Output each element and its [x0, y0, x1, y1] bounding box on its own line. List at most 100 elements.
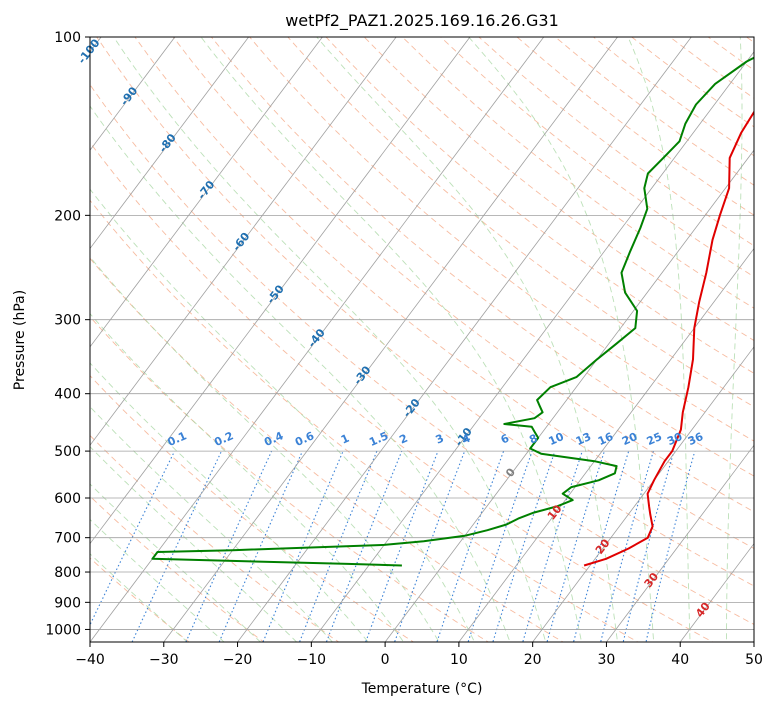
- moist-adiabat-line: [90, 553, 189, 642]
- mixing-ratio-line: [645, 450, 696, 642]
- moist-adiabat-line: [90, 313, 405, 642]
- moist-adiabat-line: [90, 483, 262, 642]
- mixing-ratio-line: [131, 450, 222, 642]
- y-tick-label: 1000: [45, 622, 81, 638]
- isotherm-line: [679, 542, 754, 642]
- dry-adiabat-line: [90, 257, 564, 642]
- mixing-ratio-label: 30: [665, 430, 685, 448]
- moist-adiabat-line: [627, 37, 691, 642]
- plot-frame: [89, 36, 755, 643]
- moist-adiabat-line: [316, 37, 618, 642]
- y-tick-label: 100: [54, 30, 81, 46]
- moist-adiabats: [90, 37, 743, 642]
- x-tick-label: 0: [381, 652, 390, 668]
- y-tick-label: 200: [54, 208, 81, 224]
- moist-adiabat-line: [468, 37, 655, 642]
- y-axis-ticks: 100 200 300 400 500 600 700 800 900 1000: [45, 30, 90, 638]
- mixing-ratio-line: [572, 450, 630, 642]
- mixing-ratio-line: [436, 450, 505, 642]
- y-tick-label: 800: [54, 565, 81, 581]
- y-tick-label: 600: [54, 491, 81, 507]
- isotherm-line: [753, 641, 754, 642]
- isotherm-line: [237, 37, 692, 642]
- moist-adiabat-line: [113, 37, 547, 642]
- mixing-ratio-line: [262, 450, 344, 642]
- dry-adiabat-line: [90, 434, 340, 642]
- dry-adiabat-line: [211, 37, 754, 477]
- mixing-ratio-label: 0.4: [262, 429, 285, 449]
- y-tick-label: 700: [54, 531, 81, 547]
- dry-adiabat-line: [746, 37, 754, 43]
- mixing-ratio-label: 10: [547, 430, 567, 448]
- isotherm-line: [605, 444, 754, 642]
- dry-adiabat-line: [134, 37, 754, 550]
- mixing-ratio-labels: 0.1 0.2 0.4 0.6 1 1.5 2 3 4 6 8 10 13 16 20 25 30 36: [166, 429, 706, 449]
- isotherm-gridlines: [90, 37, 754, 642]
- isotherm-line: [90, 37, 250, 250]
- dry-adiabat-line: [516, 37, 754, 216]
- mixing-ratio-line: [492, 450, 556, 642]
- isotherm-line: [90, 37, 545, 642]
- isotherm-line: [458, 247, 754, 642]
- profile-series: [151, 56, 754, 567]
- mixing-ratio-lines: [90, 450, 696, 642]
- mixing-ratio-label: 2: [397, 432, 409, 447]
- dry-adiabat-line: [669, 37, 754, 99]
- dry-adiabat-line: [90, 316, 490, 642]
- moist-adiabat-line: [90, 105, 511, 642]
- y-tick-label: 900: [54, 595, 81, 611]
- dry-adiabat-line: [90, 141, 714, 642]
- moist-adiabat-line: [90, 406, 334, 642]
- mixing-ratio-label: 0.1: [166, 429, 189, 449]
- mixing-ratio-label: 1: [339, 432, 351, 447]
- dry-adiabat-line: [90, 83, 754, 625]
- dry-adiabat-line: [96, 37, 754, 587]
- mixing-ratio-label: 0.6: [293, 429, 316, 449]
- x-tick-label: 50: [745, 652, 763, 668]
- x-tick-label: −20: [223, 652, 253, 668]
- dry-adiabats: [90, 37, 754, 642]
- isotherm-line: [532, 346, 754, 642]
- y-tick-label: 500: [54, 444, 81, 460]
- temperature-line: [583, 110, 754, 567]
- isotherm-line: [163, 37, 619, 642]
- x-tick-label: 10: [450, 652, 468, 668]
- mixing-ratio-line: [394, 450, 466, 642]
- mixing-ratio-label: 16: [596, 430, 616, 448]
- mixing-ratio-label: 13: [574, 430, 593, 448]
- dewpoint-line: [151, 56, 754, 567]
- x-tick-label: −40: [75, 652, 105, 668]
- dry-adiabat-line: [478, 37, 754, 247]
- x-tick-label: −10: [297, 652, 327, 668]
- mixing-ratio-line: [546, 450, 605, 642]
- moist-adiabat-line: [90, 446, 298, 642]
- x-axis-label: Temperature (°C): [361, 681, 483, 697]
- x-tick-label: 20: [524, 652, 542, 668]
- mixing-ratio-label: 6: [499, 431, 512, 446]
- x-tick-label: −30: [149, 652, 179, 668]
- dry-adiabat-line: [363, 37, 754, 342]
- mixing-ratio-line: [90, 450, 176, 627]
- x-tick-label: 40: [671, 652, 689, 668]
- mixing-ratio-label: 3: [434, 432, 446, 447]
- dry-adiabat-line: [90, 199, 639, 642]
- mixing-ratio-label: 36: [686, 430, 706, 448]
- mixing-ratio-label: 0.2: [212, 429, 235, 449]
- mixing-ratio-line: [299, 450, 378, 642]
- isobar-gridlines: [90, 37, 754, 630]
- dry-adiabat-line: [287, 37, 754, 408]
- mixing-ratio-line: [467, 450, 533, 642]
- y-axis-label: Pressure (hPa): [12, 290, 28, 390]
- chart-title: wetPf2_PAZ1.2025.169.16.26.G31: [285, 11, 559, 31]
- dry-adiabat-line: [172, 37, 754, 513]
- moist-adiabat-line: [90, 518, 225, 642]
- moist-adiabat-line: [90, 188, 475, 642]
- isotherm-line: [384, 149, 754, 642]
- dry-adiabat-line: [90, 374, 415, 642]
- dry-adiabat-line: [325, 37, 754, 374]
- y-tick-label: 300: [54, 313, 81, 329]
- mixing-ratio-line: [600, 450, 654, 642]
- dry-adiabat-line: [402, 37, 754, 309]
- mixing-ratio-line: [522, 450, 583, 642]
